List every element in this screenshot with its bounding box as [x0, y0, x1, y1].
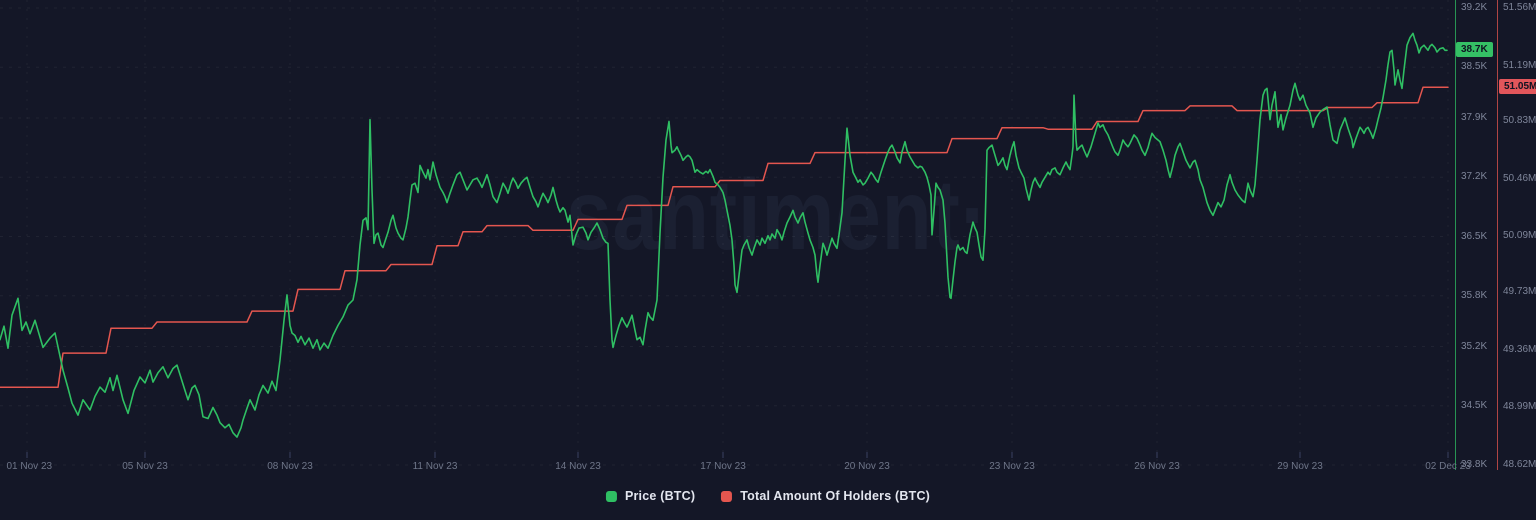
date-tick-label: 17 Nov 23 [700, 461, 746, 472]
holders-tick-label: 51.19M [1503, 60, 1536, 71]
price-tick-label: 34.5K [1461, 400, 1488, 411]
holders-tick-label: 50.83M [1503, 115, 1536, 126]
price-last-value-badge: 38.7K [1456, 42, 1493, 57]
date-tick-label: 26 Nov 23 [1134, 461, 1180, 472]
legend-item-holders[interactable]: Total Amount Of Holders (BTC) [721, 489, 930, 503]
holders-tick-label: 49.73M [1503, 286, 1536, 297]
price-tick-label: 36.5K [1461, 231, 1488, 242]
legend-item-price[interactable]: Price (BTC) [605, 489, 696, 503]
holders-last-value-badge: 51.05M [1499, 79, 1536, 94]
price-tick-label: 37.9K [1461, 112, 1488, 123]
holders-tick-label: 50.09M [1503, 230, 1536, 241]
price-tick-label: 37.2K [1461, 171, 1488, 182]
santiment-watermark: santiment· [566, 159, 989, 271]
holders-tick-label: 50.46M [1503, 173, 1536, 184]
price-line [0, 32, 1448, 438]
chart-legend: Price (BTC) Total Amount Of Holders (BTC… [605, 489, 930, 503]
holders-line [0, 86, 1449, 389]
date-tick-label: 08 Nov 23 [267, 461, 313, 472]
price-tick-label: 38.5K [1461, 61, 1488, 72]
holders-legend-label: Total Amount Of Holders (BTC) [740, 489, 931, 503]
price-tick-label: 35.8K [1461, 290, 1488, 301]
holders-tick-label: 49.36M [1503, 344, 1536, 355]
price-tick-label: 35.2K [1461, 341, 1488, 352]
price-legend-swatch-icon [605, 490, 617, 502]
price-tick-label: 33.8K [1461, 459, 1488, 470]
holders-tick-label: 48.99M [1503, 401, 1536, 412]
date-tick-label: 02 Dec 23 [1425, 461, 1471, 472]
price-legend-label: Price (BTC) [624, 489, 696, 503]
holders-tick-label: 48.62M [1503, 459, 1536, 470]
date-tick-label: 14 Nov 23 [555, 461, 601, 472]
holders-tick-label: 51.56M [1503, 2, 1536, 13]
date-tick-label: 20 Nov 23 [844, 461, 890, 472]
date-tick-label: 05 Nov 23 [122, 461, 168, 472]
date-tick-label: 01 Nov 23 [6, 461, 53, 472]
date-tick-label: 23 Nov 23 [989, 461, 1035, 472]
price-tick-label: 39.2K [1461, 2, 1488, 13]
date-tick-label: 11 Nov 23 [412, 461, 458, 472]
date-tick-label: 29 Nov 23 [1277, 461, 1323, 472]
holders-legend-swatch-icon [721, 490, 733, 502]
